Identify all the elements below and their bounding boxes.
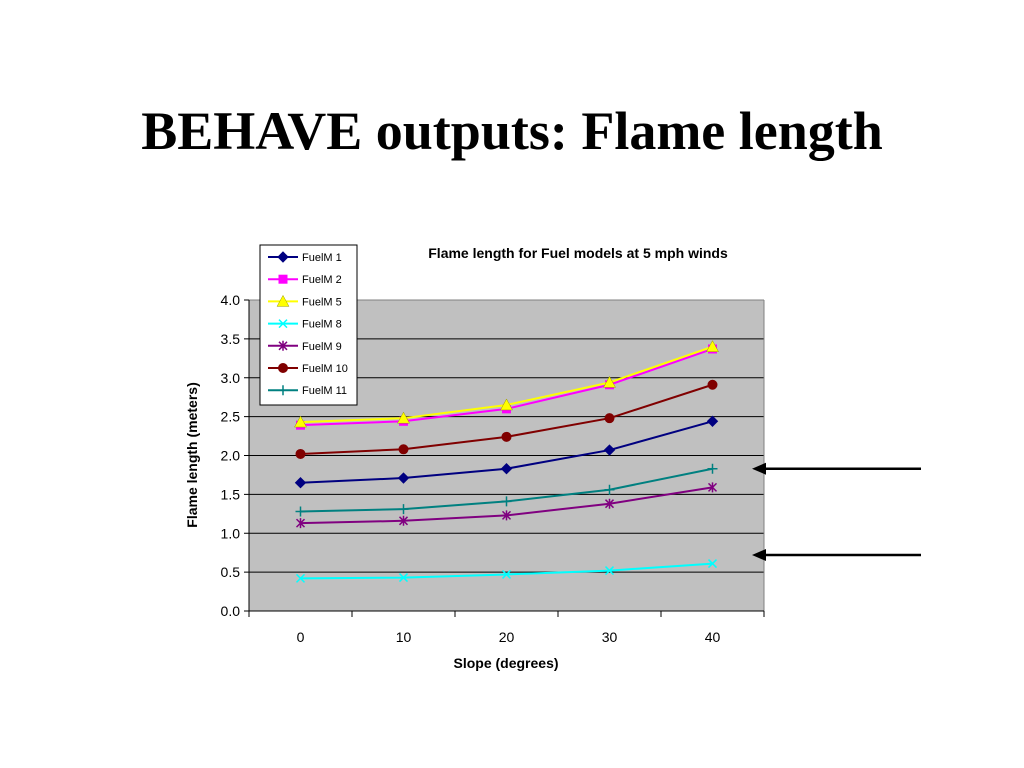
chart-title: Flame length for Fuel models at 5 mph wi… [428, 245, 728, 261]
legend-marker [278, 385, 288, 396]
data-point [294, 477, 307, 489]
x-tick-label: 10 [396, 629, 412, 645]
legend-marker [278, 319, 288, 329]
data-point [604, 484, 615, 495]
data-point [707, 463, 718, 474]
series-lines [294, 340, 719, 583]
legend-item: FuelM 2 [268, 274, 342, 286]
data-point [398, 573, 409, 583]
x-tick-label: 0 [297, 629, 305, 645]
slide-title: BEHAVE outputs: Flame length [141, 101, 883, 161]
legend-marker [277, 251, 289, 263]
legend-item: FuelM 8 [268, 319, 342, 331]
legend-label: FuelM 2 [302, 274, 342, 286]
x-axis-label: Slope (degrees) [453, 655, 558, 671]
legend-item: FuelM 9 [268, 341, 342, 353]
data-point [501, 431, 512, 442]
series-fuelm-5 [294, 340, 719, 428]
annotation-arrow [752, 549, 921, 562]
data-point [501, 496, 512, 507]
y-tick-label: 3.0 [221, 370, 241, 386]
data-point [706, 340, 719, 352]
data-point [706, 415, 719, 427]
data-point [603, 375, 616, 388]
x-tick-label: 30 [602, 629, 618, 645]
data-point [707, 482, 718, 493]
data-point [294, 415, 307, 428]
data-point [501, 569, 512, 579]
legend-marker [278, 274, 288, 284]
data-point [398, 515, 409, 526]
data-point [295, 518, 306, 529]
legend-item: FuelM 11 [268, 385, 347, 397]
series-fuelm-10 [295, 379, 718, 459]
legend-label: FuelM 1 [302, 252, 342, 264]
data-point [500, 398, 513, 411]
data-point [707, 559, 718, 569]
data-point [295, 573, 306, 583]
data-point [707, 379, 718, 390]
y-tick-label: 0.5 [221, 564, 241, 580]
series-fuelm-9 [295, 482, 718, 529]
legend-item: FuelM 1 [268, 251, 342, 264]
series-fuelm-1 [294, 415, 719, 489]
y-tick-label: 2.0 [221, 448, 241, 464]
y-tick-label: 1.5 [221, 486, 241, 502]
legend-box [259, 244, 358, 406]
y-axis-label: Flame length (meters) [184, 382, 200, 527]
data-point [604, 498, 615, 509]
y-tick-label: 2.5 [221, 409, 241, 425]
arrow-head [752, 549, 766, 562]
legend-label: FuelM 11 [302, 385, 347, 397]
x-tick-label: 20 [499, 629, 515, 645]
legend-marker [278, 363, 288, 373]
data-point [604, 413, 615, 424]
data-point [398, 444, 409, 455]
data-point [501, 510, 512, 521]
legend-label: FuelM 5 [302, 296, 342, 308]
data-point [397, 411, 410, 424]
y-tick-label: 3.5 [221, 331, 241, 347]
data-point [500, 463, 513, 475]
arrow-head [752, 462, 766, 475]
y-tick-label: 1.0 [221, 525, 241, 541]
data-point [295, 506, 306, 517]
y-tick-label: 0.0 [221, 603, 241, 619]
legend-item: FuelM 10 [268, 363, 348, 375]
legend-marker [278, 340, 288, 351]
legend: FuelM 1 FuelM 2 FuelM 5 FuelM 8 FuelM 9 FuelM… [259, 244, 358, 406]
legend-marker [276, 294, 290, 307]
annotation-arrow [752, 462, 921, 475]
data-point [397, 472, 410, 484]
y-tick-label: 4.0 [221, 292, 241, 308]
series-fuelm-11 [295, 463, 718, 517]
legend-label: FuelM 8 [302, 319, 342, 331]
x-tick-label: 40 [705, 629, 721, 645]
series-fuelm-8 [295, 559, 718, 583]
data-point [295, 448, 306, 459]
data-point [604, 566, 615, 576]
legend-label: FuelM 10 [302, 363, 348, 375]
legend-item: FuelM 5 [268, 294, 342, 308]
annotation-arrows [752, 462, 921, 562]
legend-label: FuelM 9 [302, 341, 342, 353]
data-point [603, 444, 616, 456]
data-point [398, 504, 409, 515]
